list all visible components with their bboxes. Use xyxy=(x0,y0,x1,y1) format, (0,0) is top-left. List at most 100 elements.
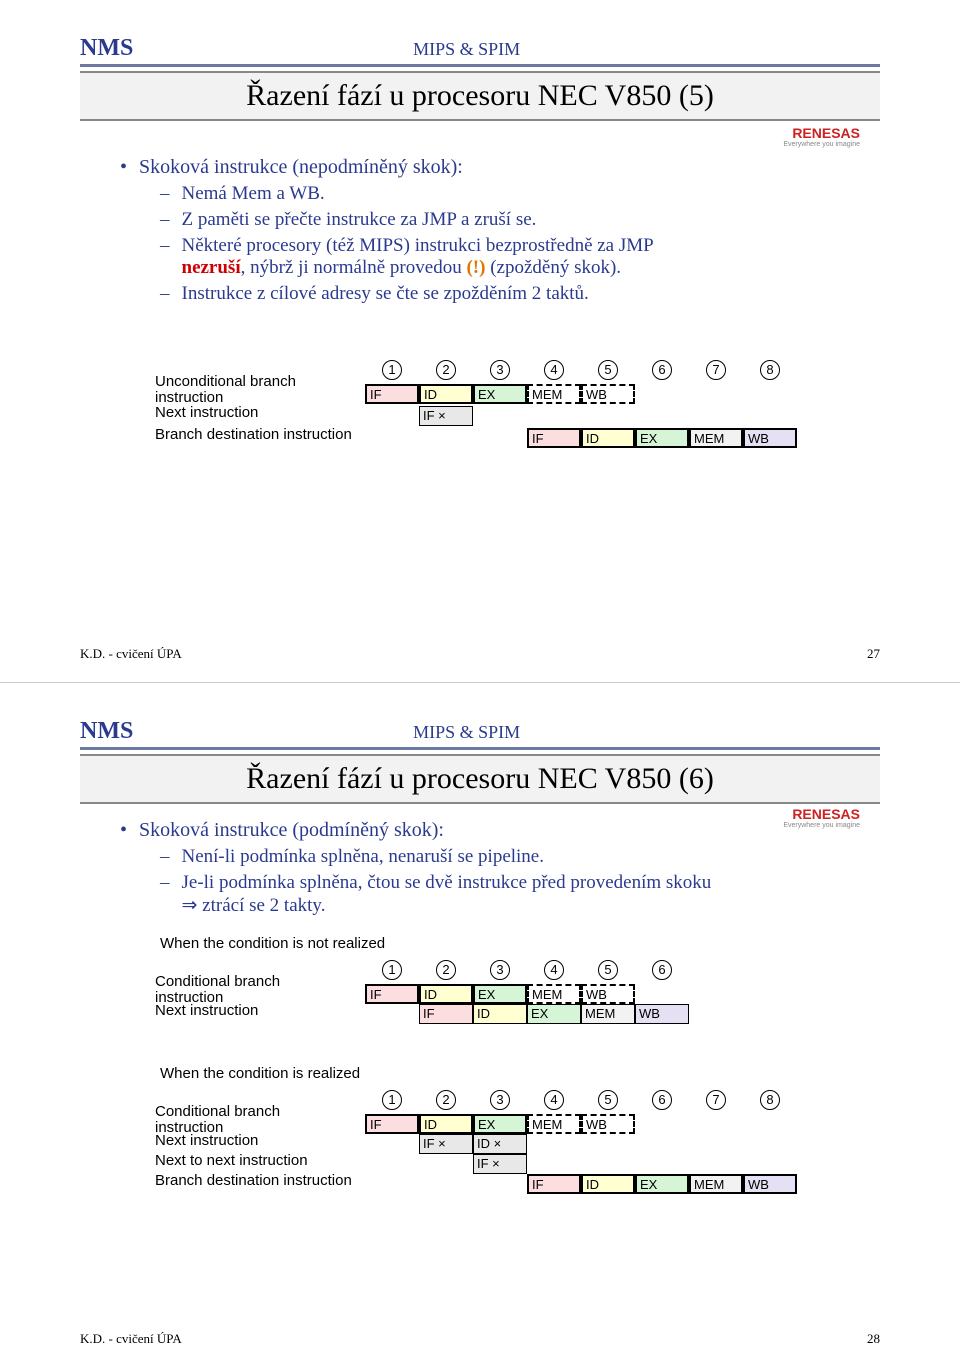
header-rule xyxy=(80,64,880,67)
header: NMS MIPS & SPIM xyxy=(0,683,960,745)
stage-mem: MEM xyxy=(689,428,743,448)
cycle-number: 2 xyxy=(419,960,473,980)
cycle-number: 1 xyxy=(365,1090,419,1110)
stage-id: ID xyxy=(419,984,473,1004)
header: NMS MIPS & SPIM xyxy=(0,0,960,62)
header-nms: NMS xyxy=(80,35,133,62)
cycle-number: 1 xyxy=(365,360,419,380)
footer-right: 28 xyxy=(867,1331,880,1347)
bullet: • Skoková instrukce (podmíněný skok): xyxy=(120,819,840,842)
sub1: – Nemá Mem a WB. xyxy=(160,183,840,205)
pipeline-diagram-28a: 123456Conditional branchinstructionIFIDE… xyxy=(80,960,880,1040)
renesas-sub: Everywhere you imagine xyxy=(0,141,860,148)
cycle-number: 6 xyxy=(635,1090,689,1110)
stage-ex: EX xyxy=(635,1174,689,1194)
bullet-marker: • xyxy=(120,156,127,179)
stage-ex: EX xyxy=(635,428,689,448)
footer: K.D. - cvičení ÚPA 27 xyxy=(80,646,880,662)
stage-wb: WB xyxy=(581,1114,635,1134)
cycle-number: 3 xyxy=(473,960,527,980)
slide-title: Řazení fází u procesoru NEC V850 (5) xyxy=(80,71,880,121)
stage-ex: EX xyxy=(473,984,527,1004)
row-label: Next instruction xyxy=(155,1002,365,1019)
stage-if: IF xyxy=(527,1174,581,1194)
section-1-label: When the condition is not realized xyxy=(160,935,960,952)
stage-ex: EX xyxy=(473,1114,527,1134)
section-2-label: When the condition is realized xyxy=(160,1065,960,1082)
cycle-number: 4 xyxy=(527,960,581,980)
stage-if: IF xyxy=(365,384,419,404)
sub1: – Není-li podmínka splněna, nenaruší se … xyxy=(160,846,840,868)
header-mips: MIPS & SPIM xyxy=(413,39,520,60)
bullet: • Skoková instrukce (nepodmíněný skok): xyxy=(120,156,840,179)
cycle-number: 6 xyxy=(635,360,689,380)
renesas-text: RENESAS xyxy=(792,125,860,141)
stage-id: ID × xyxy=(473,1134,527,1154)
slide-28: NMS MIPS & SPIM Řazení fází u procesoru … xyxy=(0,683,960,1367)
cycle-number: 7 xyxy=(689,360,743,380)
stage-id: ID xyxy=(419,384,473,404)
footer-right: 27 xyxy=(867,646,880,662)
header-rule xyxy=(80,747,880,750)
cycle-number: 3 xyxy=(473,1090,527,1110)
footer: K.D. - cvičení ÚPA 28 xyxy=(80,1331,880,1347)
cycle-number: 2 xyxy=(419,360,473,380)
stage-ex: EX xyxy=(527,1004,581,1024)
cycle-number: 5 xyxy=(581,1090,635,1110)
stage-mem: MEM xyxy=(581,1004,635,1024)
cycle-number: 4 xyxy=(527,1090,581,1110)
content: • Skoková instrukce (podmíněný skok): – … xyxy=(0,819,960,917)
cycle-number: 8 xyxy=(743,360,797,380)
row-label: Unconditional branchinstruction xyxy=(155,374,365,406)
cycle-number: 5 xyxy=(581,960,635,980)
cycle-number: 7 xyxy=(689,1090,743,1110)
stage-if: IF × xyxy=(419,406,473,426)
stage-if: IF xyxy=(527,428,581,448)
stage-wb: WB xyxy=(581,984,635,1004)
sub2: – Je-li podmínka splněna, čtou se dvě in… xyxy=(160,872,840,917)
stage-if: IF × xyxy=(419,1134,473,1154)
stage-wb: WB xyxy=(635,1004,689,1024)
footer-left: K.D. - cvičení ÚPA xyxy=(80,646,182,662)
cycle-number: 3 xyxy=(473,360,527,380)
row-label: Next to next instruction xyxy=(155,1152,365,1169)
sub3: – Některé procesory (též MIPS) instrukci… xyxy=(160,235,840,279)
stage-wb: WB xyxy=(743,428,797,448)
stage-mem: MEM xyxy=(527,984,581,1004)
renesas-text: RENESAS xyxy=(792,806,860,822)
cycle-number: 4 xyxy=(527,360,581,380)
stage-wb: WB xyxy=(581,384,635,404)
stage-id: ID xyxy=(419,1114,473,1134)
cycle-number: 1 xyxy=(365,960,419,980)
stage-if: IF xyxy=(365,1114,419,1134)
stage-if: IF × xyxy=(473,1154,527,1174)
stage-if: IF xyxy=(365,984,419,1004)
header-mips: MIPS & SPIM xyxy=(413,722,520,743)
content: • Skoková instrukce (nepodmíněný skok): … xyxy=(0,156,960,305)
row-label: Next instruction xyxy=(155,1132,365,1149)
cycle-number: 8 xyxy=(743,1090,797,1110)
stage-id: ID xyxy=(581,428,635,448)
stage-mem: MEM xyxy=(527,384,581,404)
row-label: Next instruction xyxy=(155,404,365,421)
stage-mem: MEM xyxy=(689,1174,743,1194)
stage-ex: EX xyxy=(473,384,527,404)
row-label: Branch destination instruction xyxy=(155,426,365,443)
stage-wb: WB xyxy=(743,1174,797,1194)
pipeline-diagram-27: 12345678Unconditional branchinstructionI… xyxy=(80,360,880,500)
sub4: – Instrukce z cílové adresy se čte se zp… xyxy=(160,283,840,305)
stage-if: IF xyxy=(419,1004,473,1024)
stage-id: ID xyxy=(581,1174,635,1194)
slide-title: Řazení fází u procesoru NEC V850 (6) xyxy=(80,754,880,804)
slide-27: NMS MIPS & SPIM Řazení fází u procesoru … xyxy=(0,0,960,683)
cycle-number: 6 xyxy=(635,960,689,980)
renesas-logo: RENESAS Everywhere you imagine xyxy=(0,121,960,148)
footer-left: K.D. - cvičení ÚPA xyxy=(80,1331,182,1347)
row-label: Branch destination instruction xyxy=(155,1172,365,1189)
cycle-number: 5 xyxy=(581,360,635,380)
stage-id: ID xyxy=(473,1004,527,1024)
cycle-number: 2 xyxy=(419,1090,473,1110)
sub2: – Z paměti se přečte instrukce za JMP a … xyxy=(160,209,840,231)
bullet-text: Skoková instrukce (nepodmíněný skok): xyxy=(139,156,463,179)
pipeline-diagram-28b: 12345678Conditional branchinstructionIFI… xyxy=(80,1090,880,1230)
